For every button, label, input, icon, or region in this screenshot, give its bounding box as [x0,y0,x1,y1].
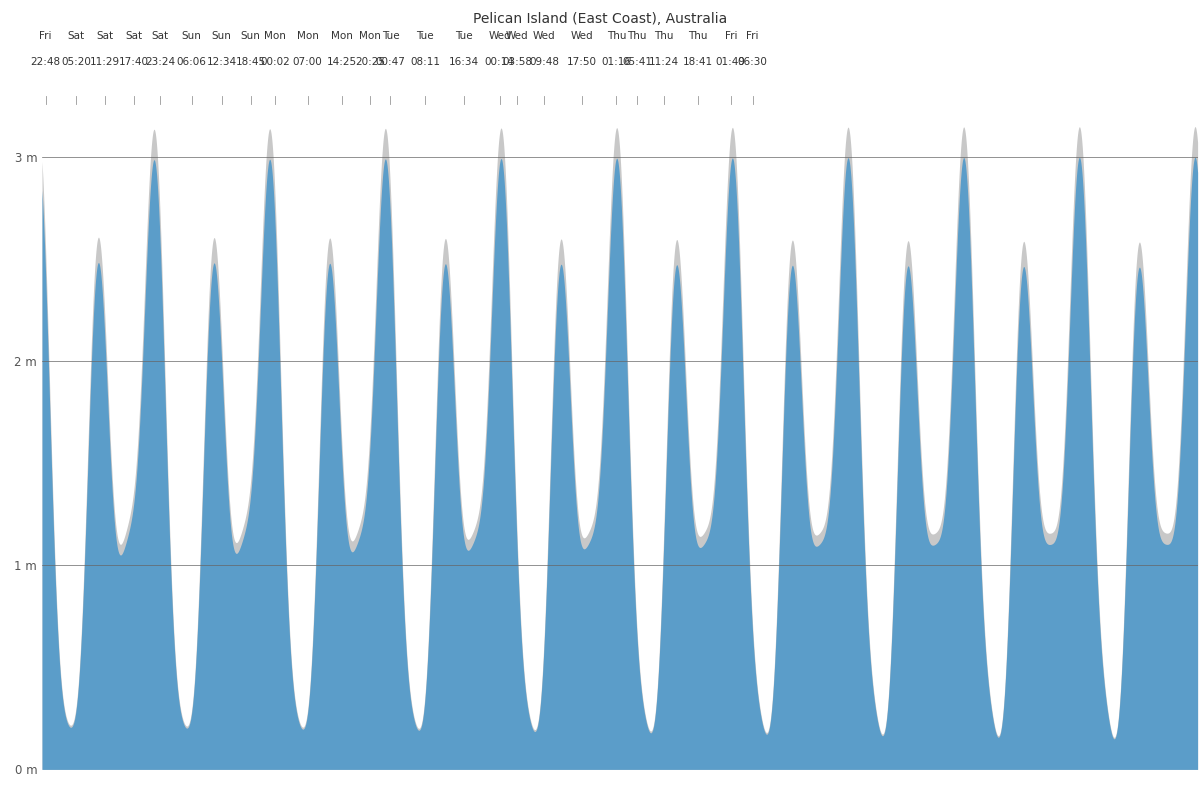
Text: 18:45: 18:45 [235,58,265,67]
Text: 14:25: 14:25 [328,58,358,67]
Text: 09:48: 09:48 [529,58,559,67]
Text: 05:41: 05:41 [622,58,652,67]
Text: Sun: Sun [181,31,202,41]
Text: 12:34: 12:34 [206,58,236,67]
Text: Fri: Fri [725,31,737,41]
Text: 00:14: 00:14 [485,58,515,67]
Text: Wed: Wed [506,31,528,41]
Text: 16:34: 16:34 [449,58,479,67]
Text: Thu: Thu [607,31,626,41]
Text: 17:50: 17:50 [566,58,596,67]
Text: Sat: Sat [125,31,143,41]
Text: Thu: Thu [628,31,647,41]
Text: Tue: Tue [382,31,400,41]
Text: Thu: Thu [688,31,707,41]
Text: 17:40: 17:40 [119,58,149,67]
Text: Wed: Wed [533,31,556,41]
Text: Sat: Sat [96,31,113,41]
Text: 22:48: 22:48 [31,58,61,67]
Text: Mon: Mon [264,31,286,41]
Text: Fri: Fri [40,31,52,41]
Text: Mon: Mon [331,31,353,41]
Text: Wed: Wed [570,31,593,41]
Text: Sat: Sat [151,31,169,41]
Text: Mon: Mon [359,31,382,41]
Text: 03:58: 03:58 [502,58,532,67]
Text: 01:16: 01:16 [601,58,631,67]
Text: 20:25: 20:25 [355,58,385,67]
Text: 08:11: 08:11 [410,58,440,67]
Text: Tue: Tue [455,31,473,41]
Text: Pelican Island (East Coast), Australia: Pelican Island (East Coast), Australia [473,12,727,26]
Text: 05:20: 05:20 [61,58,91,67]
Text: 18:41: 18:41 [683,58,713,67]
Text: Sun: Sun [240,31,260,41]
Text: Mon: Mon [296,31,318,41]
Text: 01:49: 01:49 [715,58,745,67]
Text: 11:24: 11:24 [648,58,679,67]
Text: 00:02: 00:02 [260,58,290,67]
Text: Sat: Sat [67,31,85,41]
Text: 07:00: 07:00 [293,58,323,67]
Text: Sun: Sun [211,31,232,41]
Text: 06:30: 06:30 [738,58,768,67]
Text: 23:24: 23:24 [145,58,175,67]
Text: Thu: Thu [654,31,673,41]
Text: Wed: Wed [488,31,511,41]
Text: 00:47: 00:47 [376,58,406,67]
Text: 11:29: 11:29 [90,58,120,67]
Text: 06:06: 06:06 [176,58,206,67]
Text: Tue: Tue [416,31,433,41]
Text: Fri: Fri [746,31,758,41]
